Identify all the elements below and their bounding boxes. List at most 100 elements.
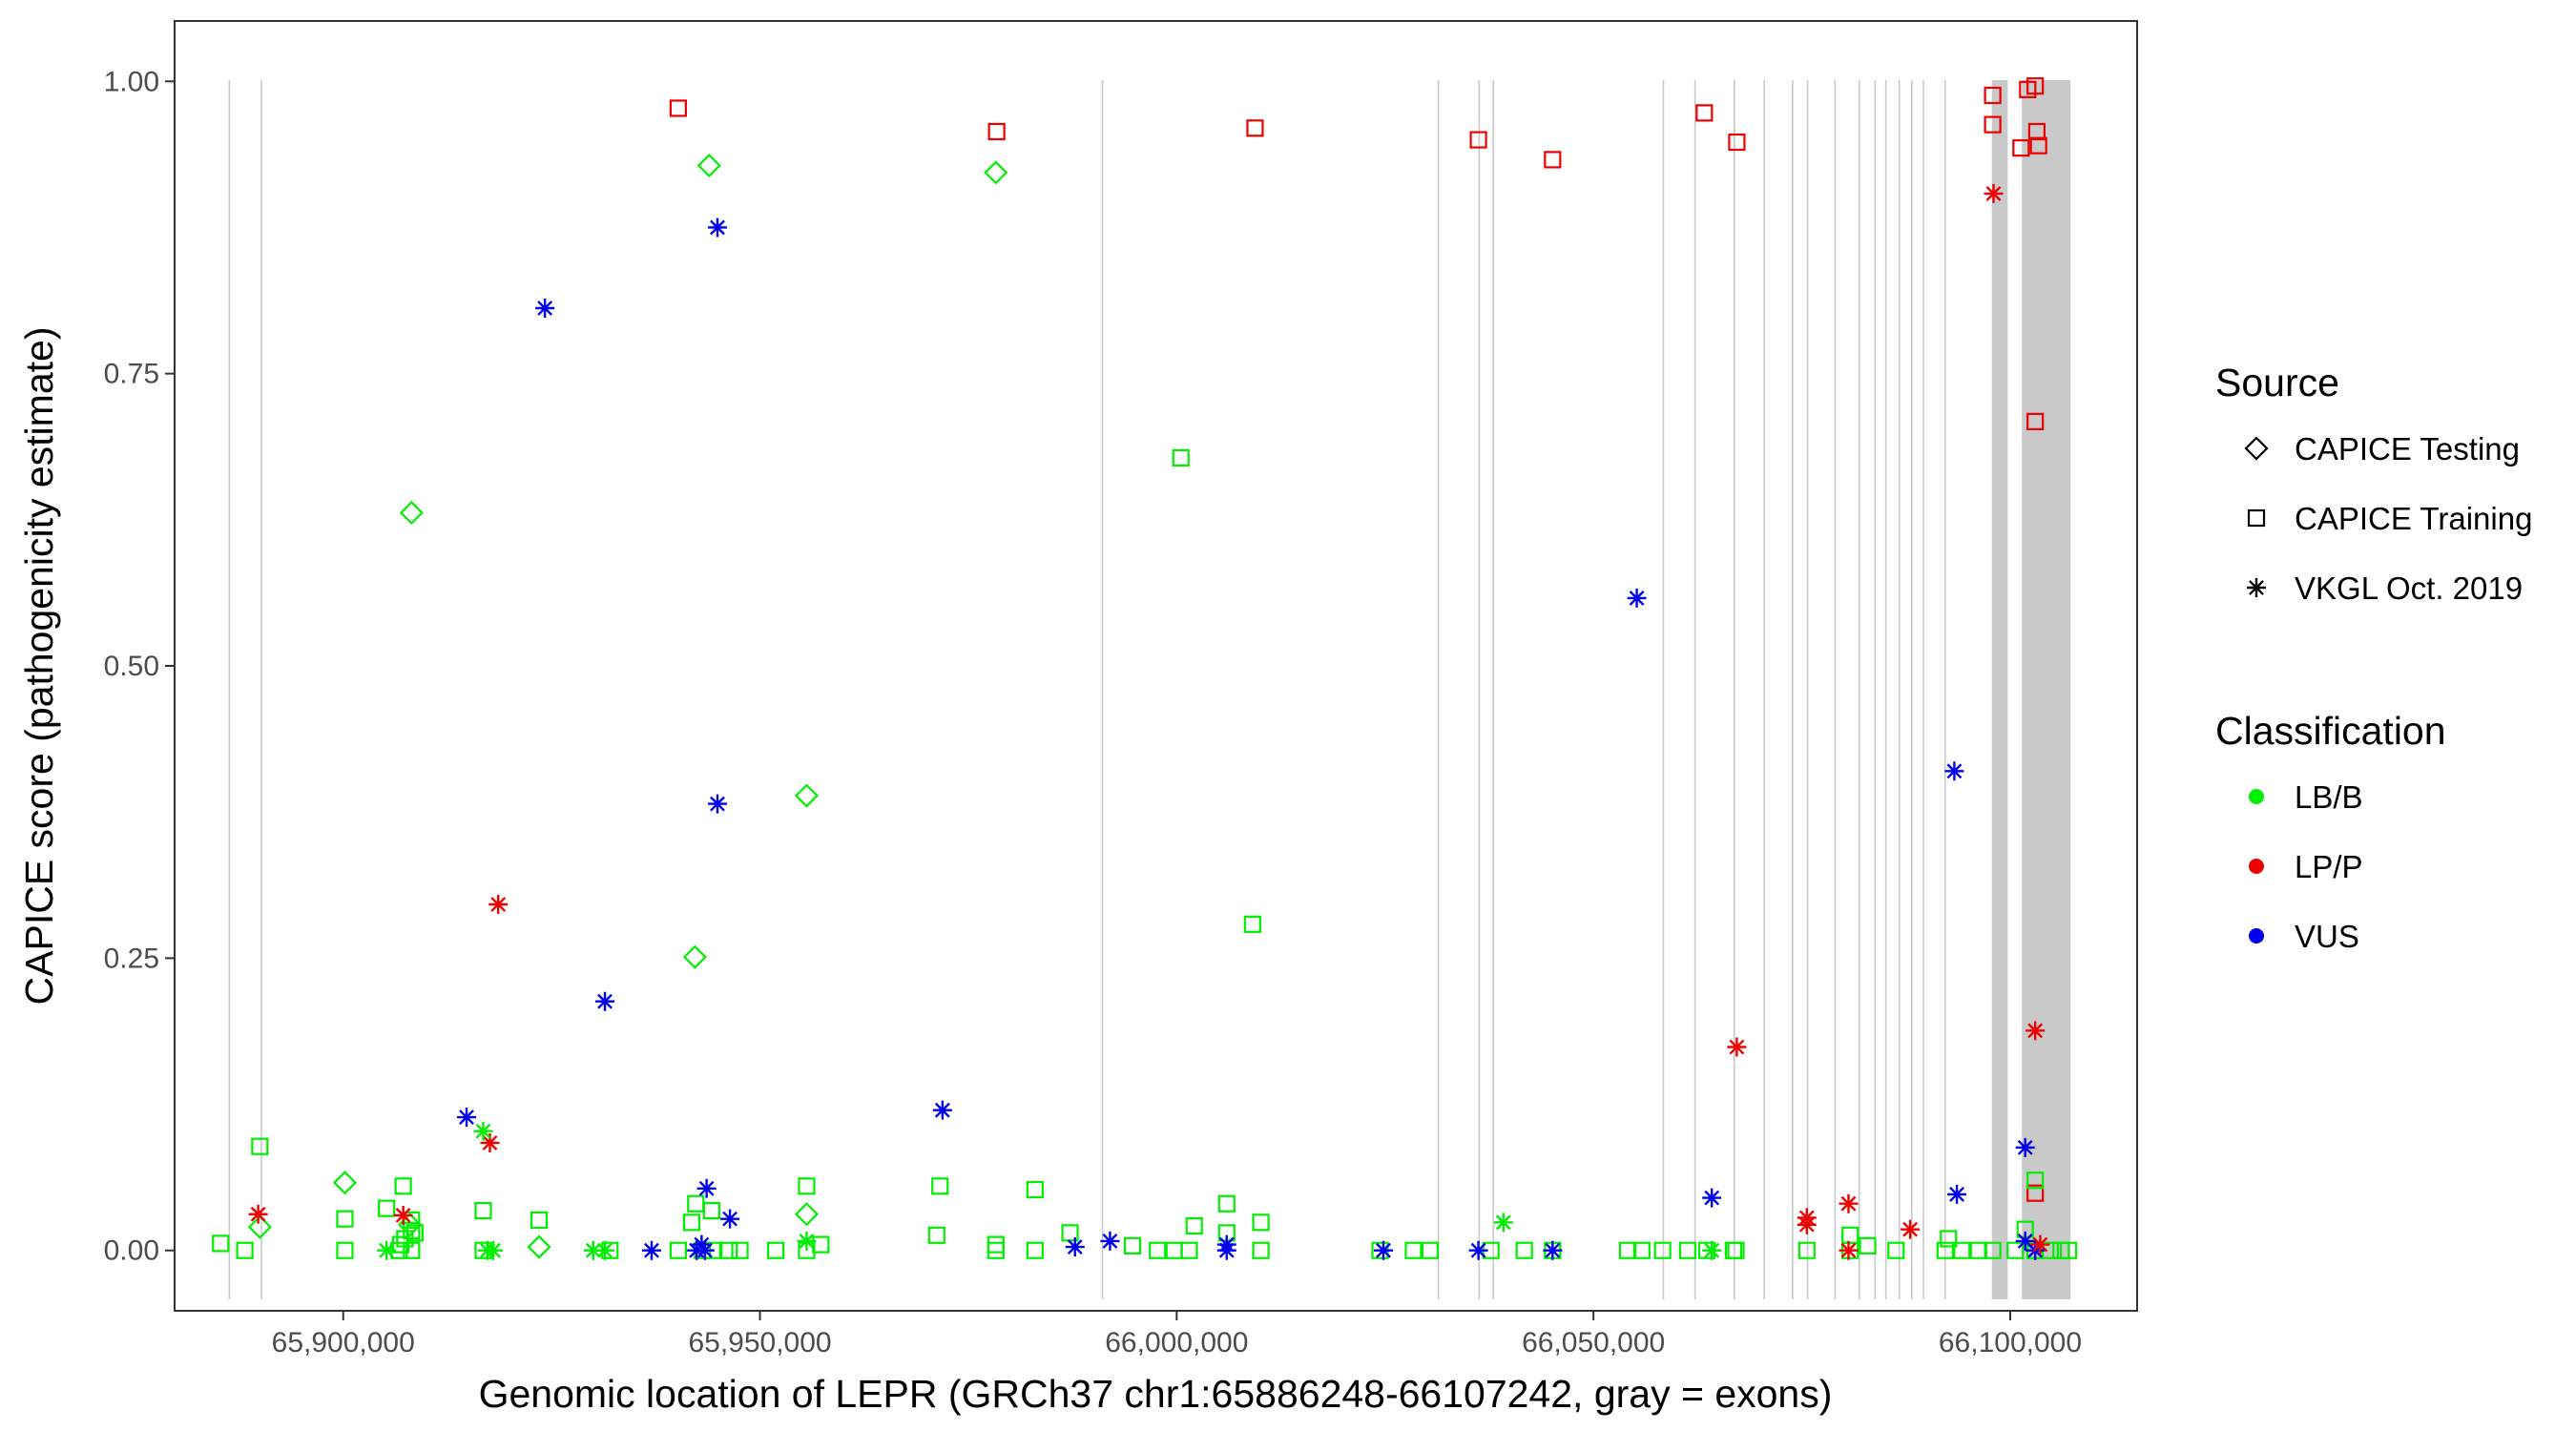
data-point [336, 1241, 354, 1259]
legend-source-label: CAPICE Training [2295, 501, 2532, 536]
data-point [794, 783, 820, 808]
data-point [488, 894, 509, 914]
data-point [332, 1171, 358, 1195]
legend-color-dot-icon [2249, 789, 2264, 804]
data-point [1515, 1241, 1533, 1259]
series-vkgl-oct-2019-vus [457, 218, 2046, 1260]
data-point [987, 1241, 1005, 1259]
data-point [641, 1240, 661, 1260]
exon-band [1874, 80, 1877, 1299]
data-point [1404, 1241, 1423, 1259]
legend-classification-title: Classification [2215, 709, 2446, 753]
data-point [682, 944, 707, 969]
legend-classification-label: LP/P [2295, 849, 2363, 884]
exon-band [1884, 80, 1887, 1299]
data-point [1839, 1240, 1859, 1260]
data-point [378, 1199, 396, 1217]
legend-asterisk-icon [2247, 578, 2266, 597]
data-point [377, 1240, 397, 1260]
legend-source-label: CAPICE Testing [2295, 431, 2520, 467]
exon-band [1662, 80, 1665, 1299]
data-point [1984, 86, 2002, 105]
legend-classification-label: LB/B [2295, 779, 2363, 815]
legend: Source CAPICE Testing CAPICE Training VKGL… [2215, 361, 2532, 954]
data-point [473, 1121, 493, 1141]
series-capice-training-lp-p [669, 77, 2047, 1202]
data-point [2026, 412, 2045, 430]
legend-source-label: VKGL Oct. 2019 [2295, 570, 2523, 606]
data-point [1969, 1241, 1987, 1259]
data-point [480, 1132, 500, 1152]
data-point [2012, 139, 2030, 157]
data-point [1543, 1240, 1563, 1260]
data-point [812, 1235, 830, 1254]
data-point [682, 1213, 700, 1232]
data-point [1026, 1241, 1044, 1259]
exon-band [1858, 80, 1860, 1299]
data-point [1123, 1236, 1142, 1255]
series-vkgl-oct-2019-lb-b [377, 1121, 1722, 1260]
data-point [483, 1240, 503, 1260]
data-point [987, 122, 1006, 141]
data-point [1627, 588, 1647, 608]
data-point [595, 1240, 615, 1260]
data-point [720, 1209, 740, 1229]
legend-source-items: CAPICE Testing CAPICE Training VKGL Oct. 2… [2244, 431, 2532, 606]
data-point [457, 1108, 477, 1128]
data-point [1544, 151, 1562, 169]
x-tick-label: 65,950,000 [688, 1327, 831, 1358]
data-point [1797, 1214, 1817, 1234]
data-point [1217, 1194, 1236, 1213]
data-point [1797, 1241, 1816, 1259]
data-point [248, 1204, 268, 1224]
data-point [236, 1241, 254, 1259]
data-point [1727, 1037, 1747, 1057]
data-point [2015, 1137, 2035, 1157]
exon-band [1910, 80, 1913, 1299]
data-point [527, 1234, 551, 1259]
y-tick-label: 0.25 [104, 943, 159, 974]
data-point [931, 1177, 949, 1195]
data-point [767, 1241, 785, 1259]
data-point [695, 1240, 715, 1260]
data-point [669, 99, 688, 117]
x-axis-title: Genomic location of LEPR (GRCh37 chr1:65… [479, 1372, 1833, 1416]
data-point [2006, 1241, 2025, 1259]
x-tick-label: 65,900,000 [272, 1327, 415, 1358]
data-point [535, 299, 555, 319]
series-vkgl-oct-2019-lp-p [248, 183, 2050, 1260]
data-point [696, 153, 721, 178]
data-point [530, 1211, 549, 1229]
data-point [1243, 915, 1261, 933]
data-point [1252, 1241, 1270, 1259]
data-point [702, 1201, 720, 1220]
data-point [1172, 448, 1190, 467]
data-point [1185, 1216, 1203, 1235]
legend-color-dot-icon [2249, 859, 2264, 874]
exon-band [1693, 80, 1696, 1299]
data-point [984, 160, 1008, 185]
data-point [393, 1205, 413, 1225]
exon-band [1898, 80, 1901, 1299]
data-point [251, 1137, 269, 1155]
data-point [1653, 1241, 1672, 1259]
data-point [731, 1241, 749, 1259]
series-capice-testing-lb-b [247, 153, 1008, 1259]
data-point [1702, 1240, 1722, 1260]
data-point [707, 218, 727, 238]
data-point [1944, 761, 1964, 781]
data-point [2026, 1184, 2045, 1202]
data-point [1901, 1219, 1921, 1239]
data-point [1149, 1241, 1167, 1259]
exon-band [1492, 80, 1495, 1299]
data-point [1984, 183, 2004, 203]
data-point [1468, 1240, 1488, 1260]
data-point [394, 1177, 412, 1195]
data-point [1493, 1213, 1513, 1233]
data-point [474, 1201, 492, 1220]
data-point [696, 1178, 717, 1198]
data-point [583, 1240, 603, 1260]
data-point [1953, 1241, 1971, 1259]
exon-band [2022, 80, 2071, 1299]
